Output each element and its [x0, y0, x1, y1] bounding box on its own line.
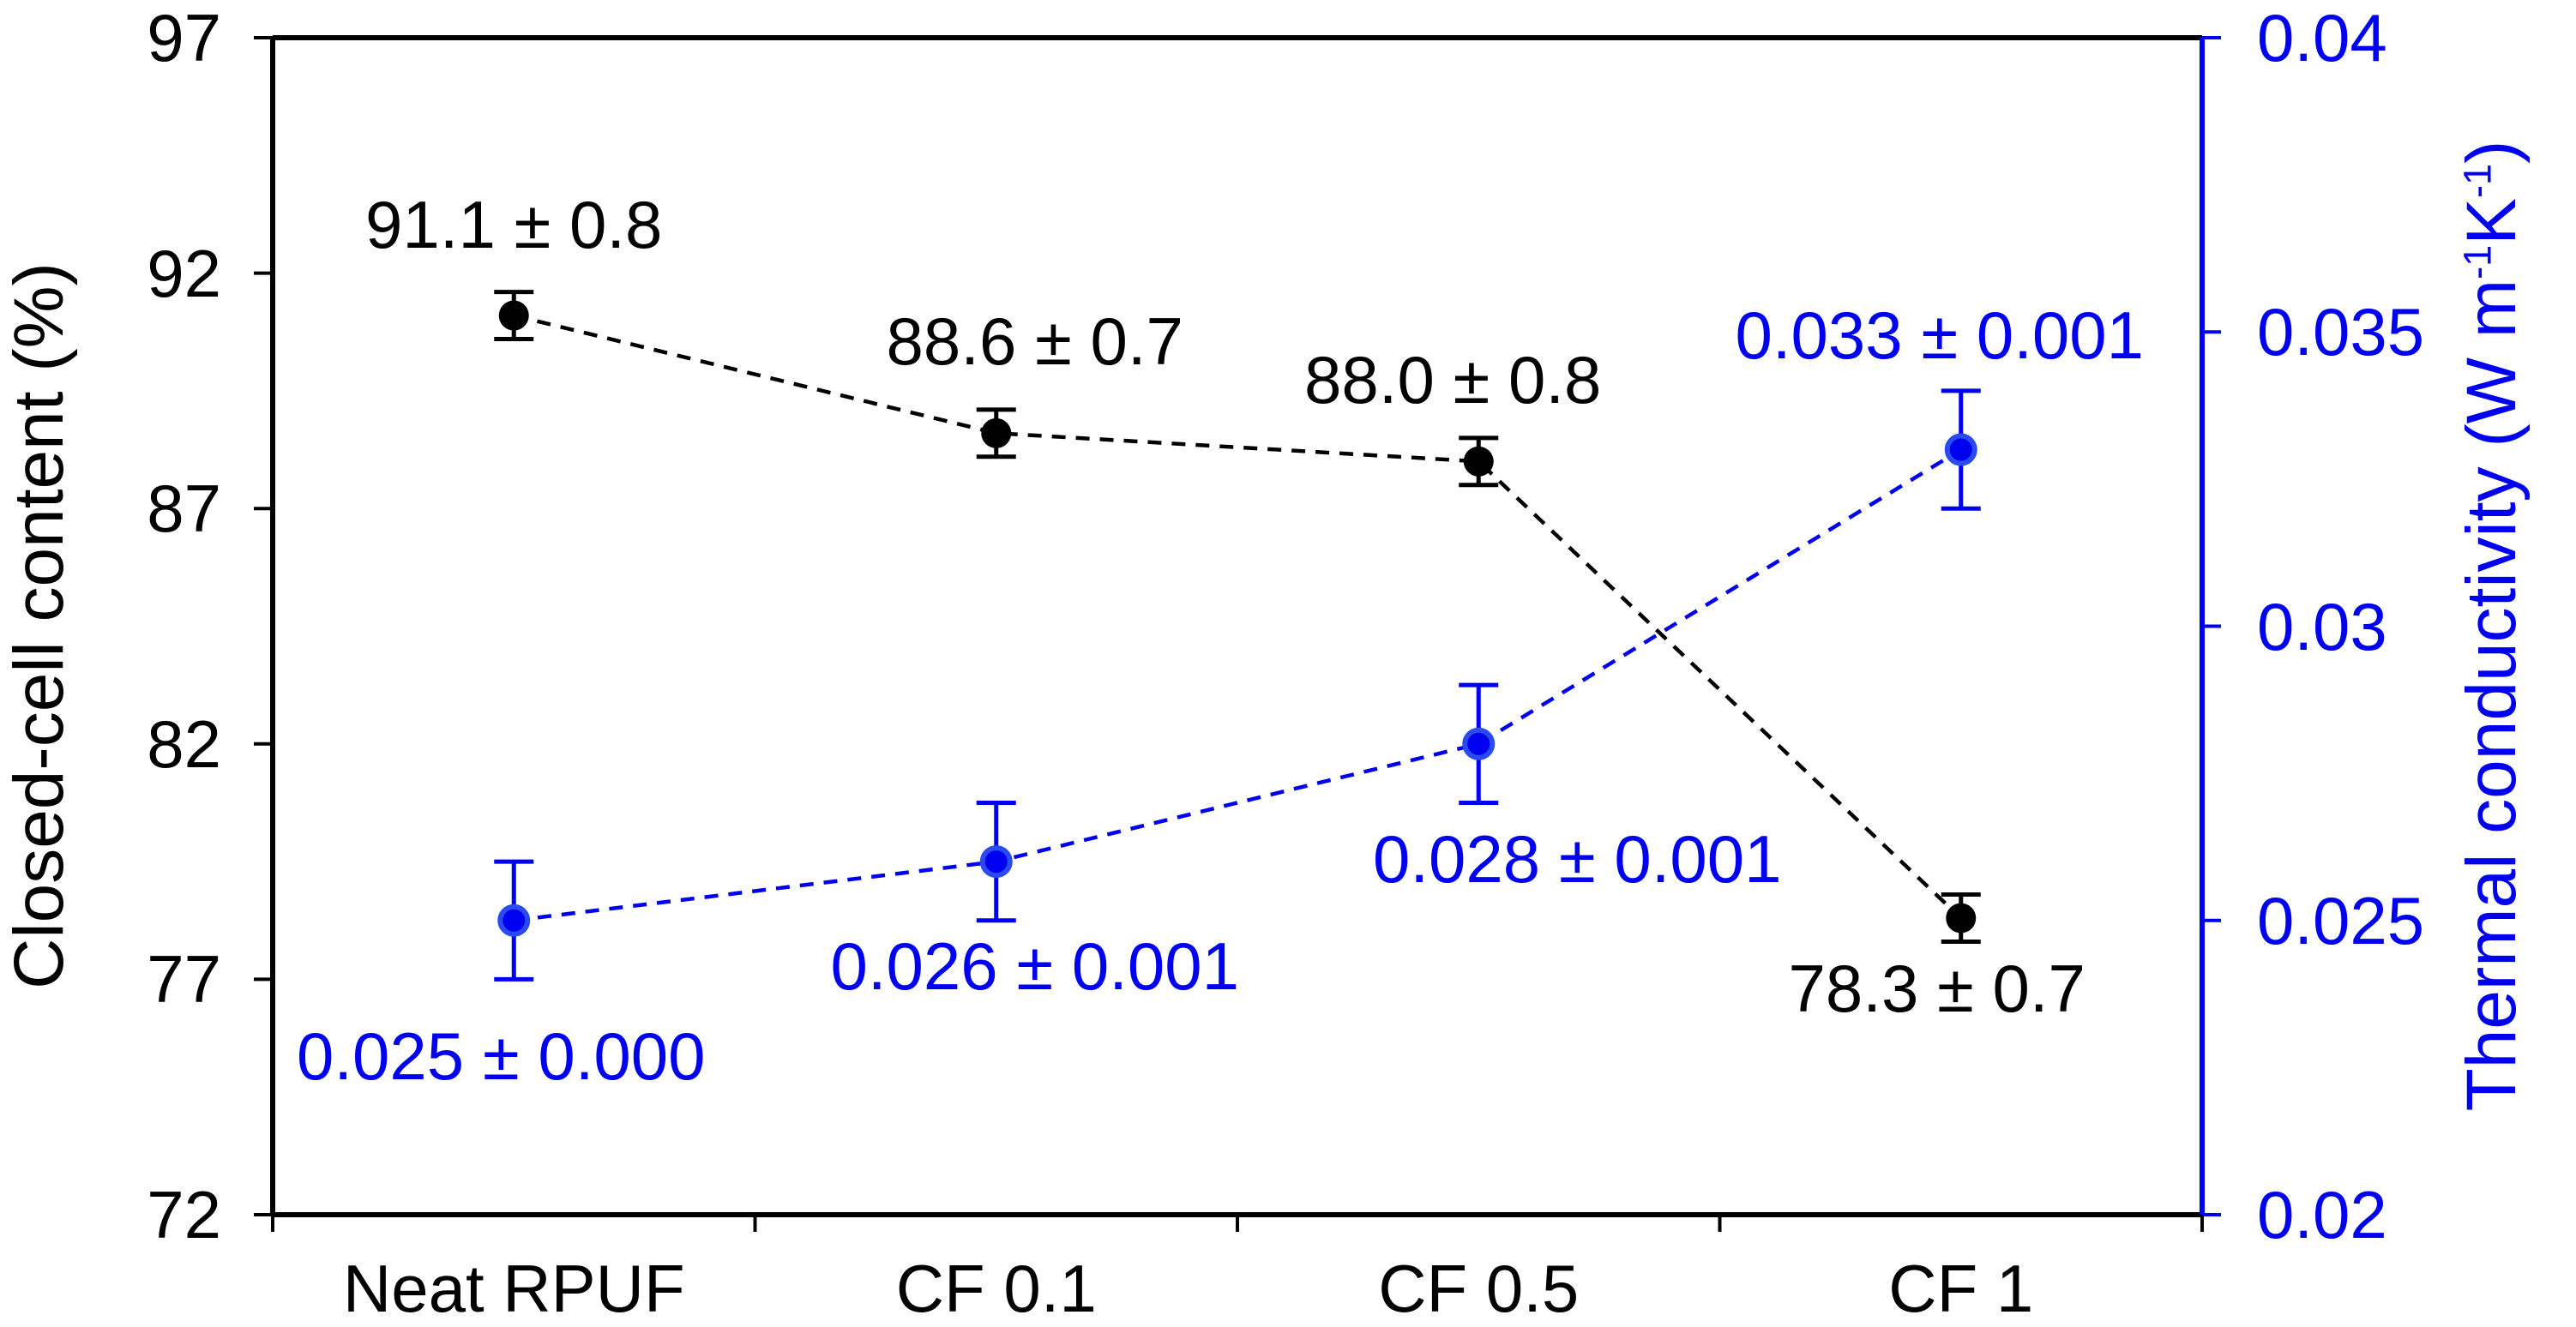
blue-data-point — [1944, 433, 1977, 466]
right-axis-tick-label: 0.02 — [2257, 1177, 2387, 1252]
right-axis-title-suffix: ) — [2453, 140, 2531, 164]
closed-cell-value-label: 78.3 ± 0.7 — [1788, 951, 2085, 1026]
blue-data-point — [1462, 727, 1496, 760]
x-category-label: Neat RPUF — [342, 1251, 685, 1326]
closed-cell-value-label: 88.6 ± 0.7 — [886, 303, 1183, 380]
x-category-label: CF 0.1 — [895, 1251, 1097, 1326]
conductivity-value-label: 0.028 ± 0.001 — [1372, 820, 1782, 897]
conductivity-value-label: 0.025 ± 0.000 — [296, 1018, 706, 1094]
closed-cell-value-label: 91.1 ± 0.8 — [365, 187, 663, 263]
right-axis-tick-label: 0.04 — [2257, 0, 2387, 75]
left-axis-tick-label: 82 — [147, 706, 221, 782]
closed-cell-value-label: 88.0 ± 0.8 — [1304, 342, 1602, 418]
black-data-point — [498, 300, 529, 331]
right-axis-title-sup1: -1 — [2455, 244, 2500, 279]
conductivity-value-label: 0.026 ± 0.001 — [830, 928, 1240, 1005]
right-axis-title-text: Thermal conductivity (W m — [2453, 279, 2531, 1112]
x-category-label: CF 0.5 — [1378, 1251, 1580, 1326]
left-axis-tick-label: 72 — [147, 1177, 221, 1252]
blue-data-point — [979, 845, 1013, 879]
left-axis-tick-label: 92 — [147, 235, 221, 311]
left-axis-tick-label: 97 — [147, 0, 221, 75]
blue-data-point — [497, 904, 531, 937]
left-axis-title: Closed-cell content (%) — [0, 262, 78, 989]
right-axis-title-sup2: -1 — [2455, 163, 2500, 199]
right-axis-tick-label: 0.03 — [2257, 588, 2387, 664]
right-axis-tick-label: 0.025 — [2257, 882, 2425, 958]
blue-series-line — [513, 447, 1962, 922]
black-series-line — [513, 313, 1963, 920]
conductivity-value-label: 0.033 ± 0.001 — [1735, 297, 2145, 373]
left-axis-tick-label: 77 — [147, 941, 221, 1018]
black-data-point — [1946, 903, 1977, 934]
right-axis-title-mid: K — [2453, 198, 2531, 245]
left-axis-tick-label: 87 — [147, 471, 221, 547]
x-category-label: CF 1 — [1888, 1251, 2034, 1326]
black-data-point — [1463, 446, 1494, 477]
right-axis-tick-label: 0.035 — [2257, 294, 2425, 370]
black-data-point — [981, 417, 1012, 448]
